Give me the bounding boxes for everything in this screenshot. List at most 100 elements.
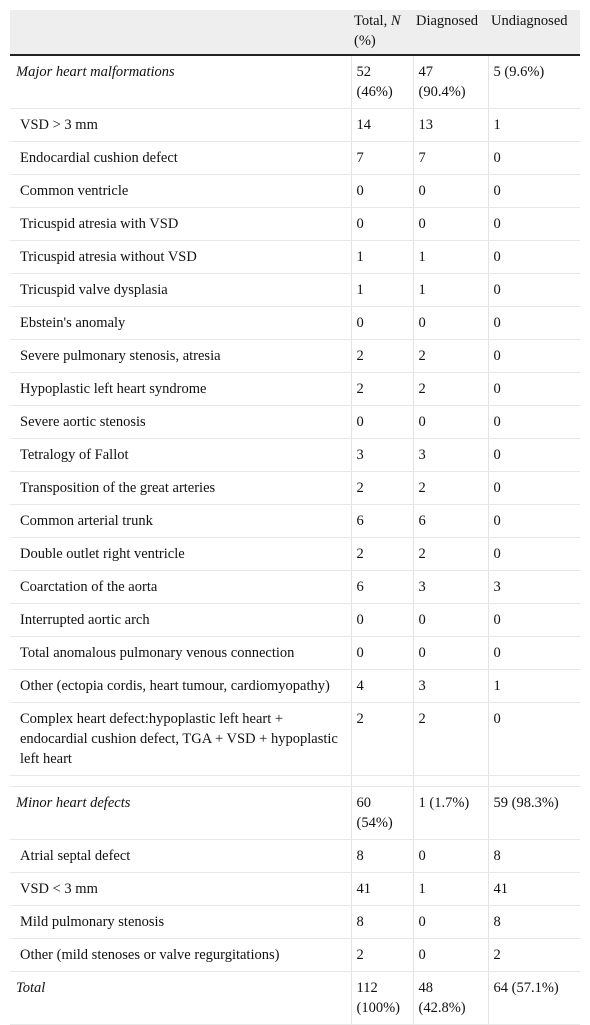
- defect-undiagnosed: 0: [487, 273, 580, 307]
- defect-label: Tetralogy of Fallot: [10, 438, 351, 472]
- defect-label: Tricuspid atresia without VSD: [10, 240, 351, 274]
- major-diagnosed: 47 (90.4%): [412, 55, 488, 109]
- defect-diagnosed: 0: [412, 839, 488, 873]
- defect-undiagnosed: 41: [487, 872, 580, 906]
- defect-diagnosed: 0: [412, 306, 488, 340]
- defect-total: 0: [350, 405, 413, 439]
- defect-total: 0: [350, 603, 413, 637]
- defect-undiagnosed: 1: [487, 108, 580, 142]
- defect-diagnosed: 2: [412, 537, 488, 571]
- major-defect-row: Endocardial cushion defect 7 7 0: [10, 141, 580, 175]
- defect-total: 0: [350, 207, 413, 241]
- defect-total: 2: [350, 339, 413, 373]
- grand-diagnosed: 48 (42.8%): [412, 971, 488, 1025]
- defect-total: 0: [350, 636, 413, 670]
- defect-label: Transposition of the great arteries: [10, 471, 351, 505]
- defect-label: VSD > 3 mm: [10, 108, 351, 142]
- defect-diagnosed: 13: [412, 108, 488, 142]
- defect-undiagnosed: 3: [487, 570, 580, 604]
- defect-label: Other (ectopia cordis, heart tumour, car…: [10, 669, 351, 703]
- major-defect-row: Common arterial trunk 6 6 0: [10, 504, 580, 538]
- defect-undiagnosed: 0: [487, 240, 580, 274]
- defect-undiagnosed: 8: [487, 905, 580, 939]
- defect-label: Complex heart defect:hypoplastic left he…: [10, 702, 351, 776]
- defect-label: Atrial septal defect: [10, 839, 351, 873]
- major-defect-row: Tricuspid atresia with VSD 0 0 0: [10, 207, 580, 241]
- defect-undiagnosed: 0: [487, 636, 580, 670]
- minor-defect-row: Mild pulmonary stenosis 8 0 8: [10, 905, 580, 939]
- minor-undiagnosed: 59 (98.3%): [487, 786, 580, 840]
- minor-defect-row: Other (mild stenoses or valve regurgitat…: [10, 938, 580, 972]
- major-defect-row: Tricuspid atresia without VSD 1 1 0: [10, 240, 580, 274]
- defect-total: 0: [350, 174, 413, 208]
- defect-total: 4: [350, 669, 413, 703]
- defect-label: Interrupted aortic arch: [10, 603, 351, 637]
- major-defect-row: Severe pulmonary stenosis, atresia 2 2 0: [10, 339, 580, 373]
- total-row: Total 112 (100%) 48 (42.8%) 64 (57.1%): [10, 971, 580, 1025]
- defect-diagnosed: 0: [412, 207, 488, 241]
- grand-total: 112 (100%): [350, 971, 413, 1025]
- defect-diagnosed: 0: [412, 905, 488, 939]
- major-defect-row: Other (ectopia cordis, heart tumour, car…: [10, 669, 580, 703]
- defect-label: Ebstein's anomaly: [10, 306, 351, 340]
- grand-undiagnosed: 64 (57.1%): [487, 971, 580, 1025]
- defect-total: 1: [350, 240, 413, 274]
- minor-section-label: Minor heart defects: [10, 786, 351, 840]
- major-defect-row: Tricuspid valve dysplasia 1 1 0: [10, 273, 580, 307]
- major-defect-row: Total anomalous pulmonary venous connect…: [10, 636, 580, 670]
- defect-total: 41: [350, 872, 413, 906]
- defect-label: Mild pulmonary stenosis: [10, 905, 351, 939]
- defect-undiagnosed: 0: [487, 603, 580, 637]
- defect-diagnosed: 0: [412, 174, 488, 208]
- defect-label: Hypoplastic left heart syndrome: [10, 372, 351, 406]
- defect-undiagnosed: 8: [487, 839, 580, 873]
- defect-undiagnosed: 0: [487, 438, 580, 472]
- major-defect-row: Common ventricle 0 0 0: [10, 174, 580, 208]
- minor-defect-row: VSD < 3 mm 41 1 41: [10, 872, 580, 906]
- major-total: 52 (46%): [350, 55, 413, 109]
- defect-undiagnosed: 0: [487, 471, 580, 505]
- major-section-label: Major heart malformations: [10, 55, 351, 109]
- defect-diagnosed: 2: [412, 702, 488, 776]
- defect-label: Severe aortic stenosis: [10, 405, 351, 439]
- defect-label: Endocardial cushion defect: [10, 141, 351, 175]
- major-defect-row: Transposition of the great arteries 2 2 0: [10, 471, 580, 505]
- defect-label: Severe pulmonary stenosis, atresia: [10, 339, 351, 373]
- defect-diagnosed: 1: [412, 273, 488, 307]
- total-label: Total: [10, 971, 351, 1025]
- header-total-prefix: Total,: [354, 13, 391, 29]
- heart-defects-table: Total, N (%) Diagnosed Undiagnosed Major…: [10, 10, 580, 1025]
- defect-diagnosed: 2: [412, 471, 488, 505]
- defect-total: 2: [350, 537, 413, 571]
- defect-diagnosed: 0: [412, 405, 488, 439]
- defect-total: 3: [350, 438, 413, 472]
- defect-label: Tricuspid atresia with VSD: [10, 207, 351, 241]
- defect-diagnosed: 3: [412, 570, 488, 604]
- defect-label: Common ventricle: [10, 174, 351, 208]
- defect-total: 1: [350, 273, 413, 307]
- defect-undiagnosed: 0: [487, 339, 580, 373]
- defect-diagnosed: 3: [412, 438, 488, 472]
- defect-diagnosed: 7: [412, 141, 488, 175]
- defect-diagnosed: 0: [412, 938, 488, 972]
- defect-total: 7: [350, 141, 413, 175]
- defect-diagnosed: 0: [412, 603, 488, 637]
- major-defect-row: Hypoplastic left heart syndrome 2 2 0: [10, 372, 580, 406]
- defect-undiagnosed: 0: [487, 306, 580, 340]
- defect-label: Coarctation of the aorta: [10, 570, 351, 604]
- major-section-row: Major heart malformations 52 (46%) 47 (9…: [10, 55, 580, 109]
- defect-undiagnosed: 0: [487, 504, 580, 538]
- defect-undiagnosed: 2: [487, 938, 580, 972]
- defect-diagnosed: 2: [412, 339, 488, 373]
- defect-label: Total anomalous pulmonary venous connect…: [10, 636, 351, 670]
- defect-undiagnosed: 0: [487, 141, 580, 175]
- defect-undiagnosed: 0: [487, 372, 580, 406]
- defect-undiagnosed: 1: [487, 669, 580, 703]
- header-category: [10, 10, 351, 56]
- major-defect-row: Interrupted aortic arch 0 0 0: [10, 603, 580, 637]
- defect-diagnosed: 1: [412, 240, 488, 274]
- major-undiagnosed: 5 (9.6%): [487, 55, 580, 109]
- defect-undiagnosed: 0: [487, 405, 580, 439]
- major-defect-row: Tetralogy of Fallot 3 3 0: [10, 438, 580, 472]
- section-spacer: [10, 775, 580, 787]
